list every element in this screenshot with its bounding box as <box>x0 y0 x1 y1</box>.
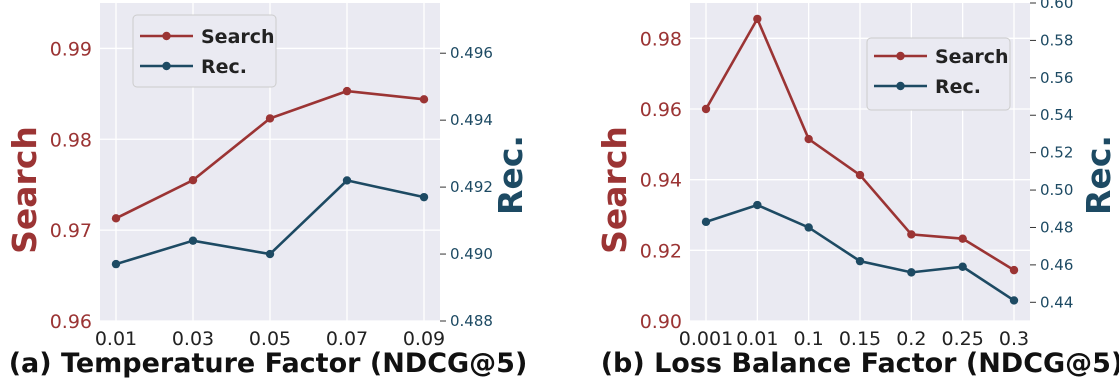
data-point-rec <box>342 176 352 185</box>
right-tick-label: 0.492 <box>450 178 493 196</box>
right-tick-label: 0.488 <box>450 312 493 330</box>
left-tick-label: 0.96 <box>640 99 682 121</box>
right-tick-label: 0.54 <box>1040 106 1073 124</box>
data-point-search <box>188 175 198 185</box>
chart-loss-balance-factor: 0.90 0.92 0.94 0.96 0.98 0.44 0.46 0.48 0.50 0.5… <box>595 0 1119 379</box>
data-point-search <box>342 86 352 96</box>
data-point-rec <box>188 236 198 245</box>
data-point-rec <box>804 223 813 232</box>
left-tick-label: 0.98 <box>50 129 92 151</box>
right-axis-ticks: 0.488 0.490 0.492 0.494 0.496 <box>440 44 493 330</box>
series-layer <box>111 86 429 269</box>
data-point-search <box>753 14 762 24</box>
right-tick-label: 0.60 <box>1040 0 1073 12</box>
right-tick-label: 0.50 <box>1040 181 1073 199</box>
data-point-rec <box>855 256 865 266</box>
data-point-rec <box>907 268 916 277</box>
left-tick-label: 0.99 <box>50 38 92 60</box>
left-tick-label: 0.96 <box>50 311 92 333</box>
left-axis-ticks: 0.90 0.92 0.94 0.96 0.98 <box>640 28 682 333</box>
legend-marker-search <box>162 31 171 41</box>
chart-caption: (b) Loss Balance Factor (NDCG@5) <box>601 348 1119 379</box>
legend-marker-rec <box>896 81 905 91</box>
left-tick-label: 0.90 <box>640 311 682 333</box>
left-tick-label: 0.97 <box>50 220 92 242</box>
y-axis-label-left: Search <box>595 126 634 254</box>
right-tick-label: 0.46 <box>1040 256 1073 274</box>
x-tick-label: 0.25 <box>942 328 984 350</box>
x-axis-ticks: 0.001 0.01 0.1 0.15 0.2 0.25 0.3 <box>679 328 1029 350</box>
data-point-search <box>907 230 916 239</box>
data-point-rec <box>701 217 711 227</box>
x-tick-label: 0.1 <box>794 328 824 350</box>
chart-caption: (a) Temperature Factor (NDCG@5) <box>9 348 528 379</box>
right-tick-label: 0.52 <box>1040 144 1073 162</box>
legend: Search Rec. <box>866 37 1011 111</box>
x-tick-label: 0.3 <box>999 328 1029 350</box>
data-point-search <box>804 134 813 144</box>
data-point-search <box>419 95 429 104</box>
legend-label-rec: Rec. <box>935 76 981 98</box>
right-tick-label: 0.58 <box>1040 31 1073 49</box>
x-tick-label: 0.2 <box>896 328 926 350</box>
x-tick-label: 0.15 <box>839 328 881 350</box>
data-point-rec <box>419 192 429 202</box>
x-tick-label: 0.001 <box>679 328 733 350</box>
data-point-search <box>855 170 865 180</box>
data-point-search <box>1009 265 1019 275</box>
chart-temperature-factor: 0.960.970.980.99 0.4880.4900.4920.4940.4… <box>5 3 530 379</box>
left-tick-label: 0.94 <box>640 170 682 192</box>
x-tick-label: 0.03 <box>172 328 214 350</box>
legend-label-search: Search <box>201 26 275 48</box>
legend-marker-search <box>896 51 905 61</box>
legend-label-rec: Rec. <box>201 56 247 78</box>
right-axis-ticks: 0.44 0.46 0.48 0.50 0.52 0.54 0.56 0.58 0.60 <box>1030 0 1073 311</box>
right-tick-label: 0.494 <box>450 111 493 129</box>
data-point-rec <box>753 200 762 210</box>
right-tick-label: 0.490 <box>450 245 493 263</box>
data-point-rec <box>265 249 275 259</box>
x-tick-label: 0.01 <box>736 328 778 350</box>
data-point-rec <box>111 259 121 269</box>
series-layer <box>701 14 1019 305</box>
x-axis-ticks: 0.01 0.03 0.05 0.07 0.09 <box>95 328 445 350</box>
x-tick-label: 0.05 <box>249 328 291 350</box>
x-tick-label: 0.01 <box>95 328 137 350</box>
x-tick-label: 0.09 <box>403 328 445 350</box>
left-axis-ticks: 0.96 0.97 0.98 0.99 <box>50 38 92 333</box>
left-tick-label: 0.92 <box>640 240 682 262</box>
right-tick-label: 0.496 <box>450 44 493 62</box>
data-point-search <box>265 114 275 123</box>
y-axis-label-right: Rec. <box>1079 135 1118 215</box>
x-tick-label: 0.07 <box>326 328 368 350</box>
data-point-rec <box>1009 296 1019 305</box>
data-point-search <box>958 234 967 243</box>
right-tick-label: 0.56 <box>1040 69 1073 87</box>
right-tick-label: 0.44 <box>1040 293 1073 311</box>
data-point-search <box>111 214 121 223</box>
data-point-rec <box>958 262 967 271</box>
y-axis-label-left: Search <box>5 126 44 254</box>
data-point-search <box>701 104 711 114</box>
right-tick-label: 0.48 <box>1040 218 1073 236</box>
legend-label-search: Search <box>935 46 1009 68</box>
left-tick-label: 0.98 <box>640 28 682 50</box>
legend: Search Rec. <box>132 14 277 88</box>
y-axis-label-right: Rec. <box>491 135 530 215</box>
legend-marker-rec <box>162 61 171 71</box>
